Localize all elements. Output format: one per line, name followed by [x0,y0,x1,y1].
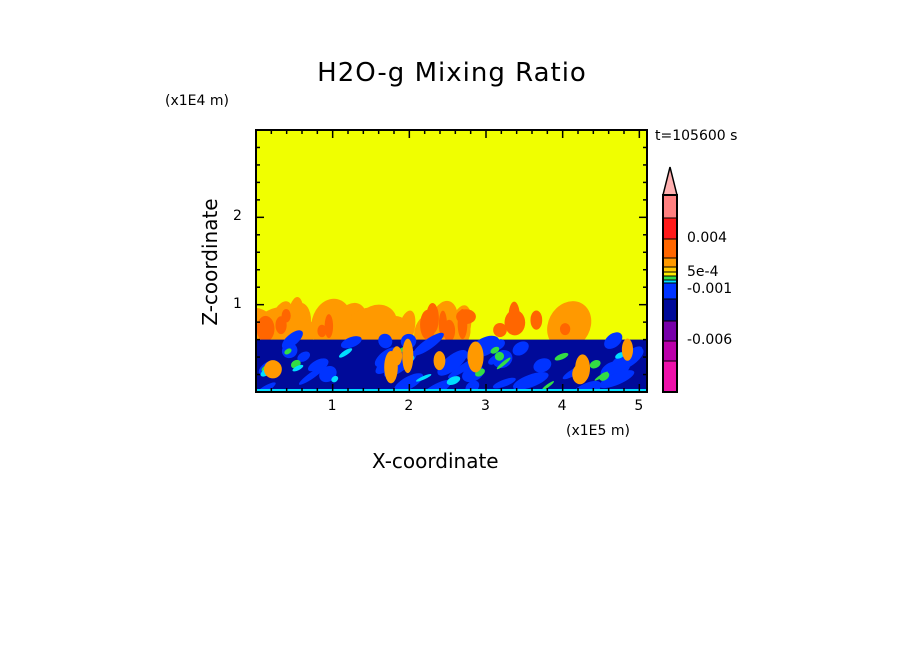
contour-region [416,374,432,382]
colorbar-segment [662,320,678,342]
contour-region [297,351,311,362]
contour-region [324,314,334,339]
colorbar-segment [662,275,678,281]
contour-region [281,309,291,323]
colorbar-label: -0.006 [687,332,733,348]
colorbar-segment [662,360,678,393]
plot-frame [255,129,648,393]
contour-region [615,352,625,359]
axis-ticks [256,130,647,392]
contour-region [496,357,511,370]
contour-region [492,377,516,389]
colorbar-label: 0.004 [687,230,728,246]
contour-region [594,371,608,381]
colorbar-segment [662,238,678,259]
x-tick-label: 4 [557,398,567,414]
contour-region [292,364,304,372]
contour-region [559,323,571,336]
z-axis-unit: (x1E4 m) [165,93,229,109]
colorbar-segment [662,257,678,268]
contour-region [256,315,275,342]
contour-region [457,309,468,340]
contour-region [338,348,353,358]
time-label: t=105600 s [655,128,738,144]
contour-field [207,130,647,392]
contour-region [413,332,444,356]
x-axis-unit: (x1E5 m) [566,423,630,439]
contour-region [331,375,339,383]
contour-region [307,358,327,372]
contour-region [467,341,484,373]
contour-region [438,310,447,338]
colorbar [662,166,678,393]
colorbar-label: -0.001 [687,281,733,297]
contour-region [281,330,303,349]
colorbar-segment [662,194,678,219]
x-tick-label: 2 [404,398,414,414]
colorbar-extend-arrow [662,166,678,196]
chart-title: H2O-g Mixing Ratio [317,58,587,88]
colorbar-segment [662,282,678,300]
contour-region [490,346,500,354]
contour-region [402,338,414,374]
contour-region [393,373,424,392]
contour-region [494,351,505,361]
contour-region [437,349,468,376]
contour-region [575,354,591,383]
y-tick-label: 2 [233,208,242,225]
contour-region [493,322,507,338]
colorbar-label: 5e-4 [687,264,719,280]
x-tick-label: 3 [481,398,490,414]
colorbar-segment [662,271,678,277]
contour-region [541,381,555,391]
contour-region [210,308,244,350]
contour-region [554,352,569,361]
contour-region [284,348,292,355]
contour-region [512,341,529,356]
contour-region [547,301,592,350]
contour-region [207,297,250,350]
y-tick-label: 1 [233,295,242,312]
contour-region [621,338,634,361]
colorbar-segment [662,266,678,273]
colorbar-frame [662,194,678,393]
contour-region [317,324,327,338]
colorbar-segment [662,340,678,362]
contour-region [340,336,362,349]
contour-region [391,346,403,366]
contour-region [599,370,635,389]
x-tick-label: 1 [327,398,337,414]
contour-region [446,376,461,385]
contour-region [433,351,446,371]
contour-region [504,309,526,336]
colorbar-segment [662,298,678,322]
x-tick-label: 5 [634,398,644,414]
contour-region [530,310,543,330]
colorbar-segment [662,217,678,240]
contour-region [263,360,282,379]
contour-region [533,358,552,373]
contour-region [589,360,601,369]
surface-region [256,389,647,392]
contour-region [604,332,623,349]
x-axis-label: X-coordinate [372,449,499,473]
contour-region [298,365,326,385]
contour-region [420,309,436,340]
contour-region [378,333,393,349]
